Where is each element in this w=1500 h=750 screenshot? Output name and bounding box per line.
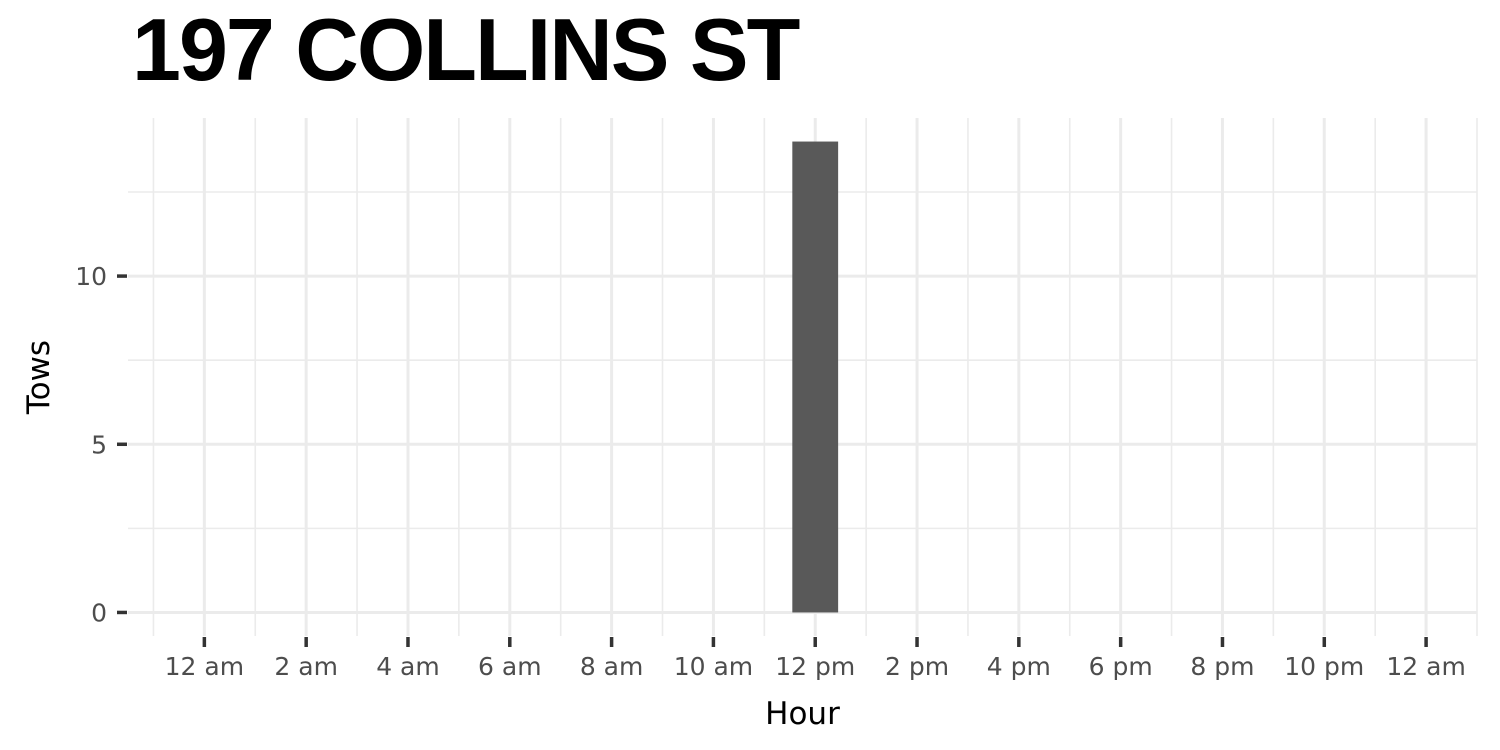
x-axis-title: Hour bbox=[765, 696, 840, 732]
y-tick-label: 5 bbox=[91, 430, 107, 459]
x-tick-label: 2 am bbox=[274, 652, 338, 681]
bars bbox=[792, 141, 839, 613]
y-axis: 0 5 10 bbox=[75, 262, 127, 627]
x-tick-label: 6 pm bbox=[1089, 652, 1153, 681]
x-axis: 12 am 2 am 4 am 6 am 8 am 10 am 12 pm 2 pm 4 pm 6… bbox=[165, 637, 1466, 681]
x-tick-label: 10 am bbox=[674, 652, 753, 681]
chart-title: 197 COLLINS ST bbox=[132, 0, 800, 99]
x-tick-label: 12 am bbox=[165, 652, 244, 681]
x-tick-label: 12 pm bbox=[775, 652, 855, 681]
x-tick-label: 4 am bbox=[376, 652, 440, 681]
x-tick-label: 4 pm bbox=[987, 652, 1051, 681]
x-tick-label: 12 am bbox=[1386, 652, 1465, 681]
y-axis-title: Tows bbox=[21, 340, 57, 415]
x-tick-label: 8 pm bbox=[1190, 652, 1254, 681]
bar bbox=[792, 141, 839, 613]
x-tick-label: 8 am bbox=[580, 652, 644, 681]
x-tick-label: 6 am bbox=[478, 652, 542, 681]
x-tick-label: 2 pm bbox=[885, 652, 949, 681]
y-tick-label: 0 bbox=[91, 598, 107, 627]
y-tick-label: 10 bbox=[75, 262, 107, 291]
x-tick-label: 10 pm bbox=[1284, 652, 1364, 681]
